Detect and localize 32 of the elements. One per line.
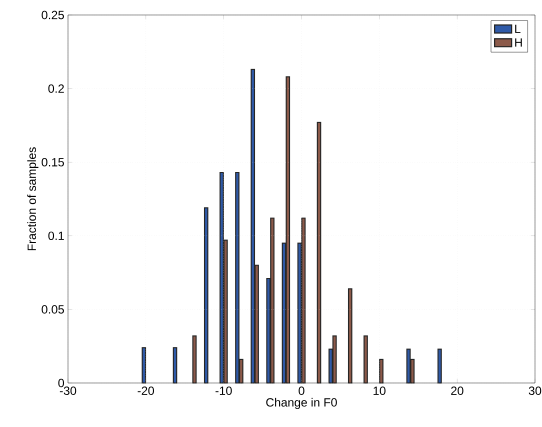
y-tick-label: 0.2 bbox=[48, 84, 64, 93]
y-tick-label: 0 bbox=[58, 378, 64, 388]
y-tick-label: 0.15 bbox=[42, 158, 64, 166]
bar bbox=[348, 288, 352, 384]
bar bbox=[437, 348, 442, 384]
x-tick-label: 10 bbox=[374, 386, 386, 395]
bar bbox=[270, 218, 274, 384]
bar bbox=[379, 358, 384, 384]
x-tick-label: 20 bbox=[451, 386, 464, 395]
bar bbox=[235, 172, 240, 384]
x-tick-label: -30 bbox=[60, 386, 76, 395]
legend-label: H bbox=[515, 38, 522, 47]
bar bbox=[192, 335, 197, 384]
y-tick-label: 0.1 bbox=[48, 232, 64, 240]
x-tick-label: 30 bbox=[528, 386, 542, 395]
x-tick-label: -10 bbox=[216, 386, 232, 395]
x-axis-title: Change in F0 bbox=[266, 398, 337, 409]
x-tick-label: 0 bbox=[298, 386, 304, 395]
y-axis-title: Fraction of samples bbox=[27, 147, 38, 250]
bar bbox=[332, 335, 337, 384]
y-tick-label: 0.05 bbox=[42, 305, 64, 314]
y-tick-label: 0.25 bbox=[42, 10, 64, 20]
bar bbox=[364, 335, 368, 384]
bar bbox=[172, 347, 178, 384]
bar bbox=[142, 347, 146, 384]
x-tick-label: -20 bbox=[138, 386, 154, 395]
bar bbox=[316, 122, 322, 384]
bar bbox=[220, 172, 224, 384]
legend-label: L bbox=[515, 24, 520, 33]
bar bbox=[204, 207, 208, 384]
bar bbox=[250, 68, 256, 384]
bar bbox=[286, 76, 290, 384]
